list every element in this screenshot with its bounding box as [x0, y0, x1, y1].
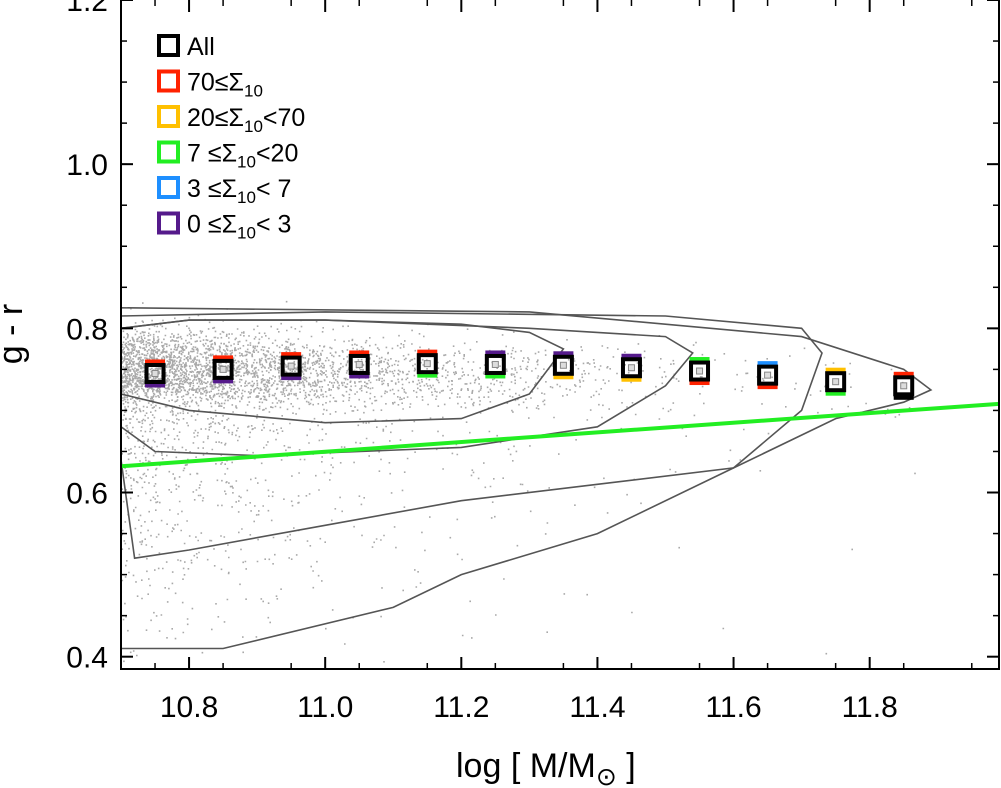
all-marker: [484, 353, 506, 375]
legend-label-post: < 7: [256, 175, 291, 203]
legend-label: 7 ≤Σ10<20: [187, 140, 298, 172]
x-axis-label-main: log [ M/M: [456, 747, 596, 785]
median-marker-11.65: [757, 361, 779, 390]
x-axis-label-sun-symbol: ⊙: [596, 763, 617, 788]
median-marker-10.85: [212, 355, 234, 384]
legend-item: 70≤Σ10: [157, 69, 263, 101]
legend-label-sub: 10: [237, 188, 256, 207]
legend-label-post: < 3: [256, 211, 291, 239]
median-marker-11.85: [893, 371, 915, 400]
density-contour-4: [121, 307, 933, 650]
legend-label-pre: 70≤Σ: [187, 69, 244, 97]
inner-marker: [491, 360, 499, 368]
all-marker: [620, 357, 642, 379]
inner-marker: [832, 378, 840, 386]
plot-frame: [120, 0, 1000, 670]
y-tick-label: 0.4: [66, 642, 108, 675]
legend-swatch: [157, 211, 180, 235]
scatter-points: [121, 300, 916, 663]
inner-marker: [423, 360, 431, 368]
all-marker: [416, 353, 438, 375]
median-marker-11.55: [689, 357, 711, 386]
inner-marker: [355, 360, 363, 368]
all-marker: [757, 364, 779, 386]
median-marker-11.05: [348, 350, 370, 379]
median-marker-11.25: [484, 350, 506, 379]
y-tick-label: 1.0: [66, 149, 108, 182]
legend-item: 7 ≤Σ10<20: [157, 140, 298, 172]
legend-label-post: <20: [256, 140, 298, 168]
y-tick-label: 0.8: [66, 313, 108, 346]
inner-marker: [287, 362, 295, 370]
all-marker: [144, 362, 166, 384]
median-marker-11.45: [620, 353, 642, 382]
inner-marker: [559, 361, 567, 369]
legend-item: 20≤Σ10<70: [157, 104, 305, 136]
median-marker-10.95: [280, 352, 302, 381]
legend-label-post: <70: [263, 104, 305, 132]
legend-item: All: [157, 33, 215, 61]
legend-label-sub: 10: [237, 153, 256, 172]
y-tick-label: 0.6: [66, 478, 108, 511]
x-tick-label: 11.8: [842, 691, 898, 724]
legend-label-pre: 0 ≤Σ: [187, 211, 237, 239]
inner-marker: [764, 371, 772, 379]
inner-marker: [696, 367, 704, 375]
legend-swatch: [157, 105, 180, 128]
median-marker-10.75: [144, 359, 166, 388]
legend-swatch: [157, 140, 180, 164]
legend-item: 3 ≤Σ10< 7: [157, 175, 291, 207]
all-marker: [348, 353, 370, 375]
inner-marker: [627, 364, 635, 372]
inner-marker: [900, 382, 908, 390]
x-axis-label: log [ M/M⊙ ]: [456, 747, 636, 788]
median-markers: [144, 349, 915, 400]
y-tick-label: 1.2: [66, 0, 108, 18]
x-tick-label: 11.0: [297, 691, 353, 724]
legend-label: 70≤Σ10: [187, 69, 263, 101]
all-marker: [825, 371, 847, 393]
legend-label: 3 ≤Σ10< 7: [187, 175, 291, 207]
green-divider-line: [121, 401, 1000, 469]
legend-item: 0 ≤Σ10< 3: [157, 211, 291, 243]
inner-marker: [151, 369, 159, 377]
legend-label-sub: 10: [244, 117, 263, 136]
legend-swatch: [157, 176, 180, 199]
median-marker-11.35: [552, 351, 574, 380]
green-divider-line-group: [121, 401, 1000, 469]
legend-swatch: [157, 69, 180, 93]
legend-label-pre: 3 ≤Σ: [187, 175, 237, 203]
all-marker: [212, 358, 234, 380]
all-marker: [280, 355, 302, 377]
legend-label: 20≤Σ10<70: [187, 104, 305, 136]
density-contours: [121, 307, 933, 650]
legend-label-sub: 10: [244, 82, 263, 101]
legend-label-pre: 20≤Σ: [187, 104, 244, 132]
legend-swatch: [157, 34, 180, 57]
inner-marker: [219, 365, 227, 373]
median-marker-11.75: [825, 367, 847, 396]
all-marker: [552, 354, 574, 376]
x-tick-label: 10.8: [160, 691, 218, 724]
legend-label-pre: 7 ≤Σ: [187, 140, 237, 168]
x-tick-label: 11.2: [433, 691, 489, 724]
legend-label-sub: 10: [237, 224, 256, 243]
all-marker: [689, 360, 711, 382]
x-tick-label: 11.4: [569, 691, 625, 724]
y-axis-label: g - r: [0, 304, 30, 364]
legend-label: All: [187, 33, 215, 61]
x-tick-label: 11.6: [705, 691, 761, 724]
median-marker-11.15: [416, 349, 438, 378]
density-contour-2: [121, 319, 694, 457]
legend-label: 0 ≤Σ10< 3: [187, 211, 291, 243]
x-axis-label-end: ]: [617, 747, 636, 785]
legend-label-pre: All: [187, 33, 215, 61]
scatter-point-cloud: [121, 300, 916, 663]
all-marker: [893, 375, 915, 397]
axes: 10.8 11.0 11.2 11.4 11.6 11.8 0.4 0.6 0.8 1.0 1.2: [66, 0, 999, 724]
